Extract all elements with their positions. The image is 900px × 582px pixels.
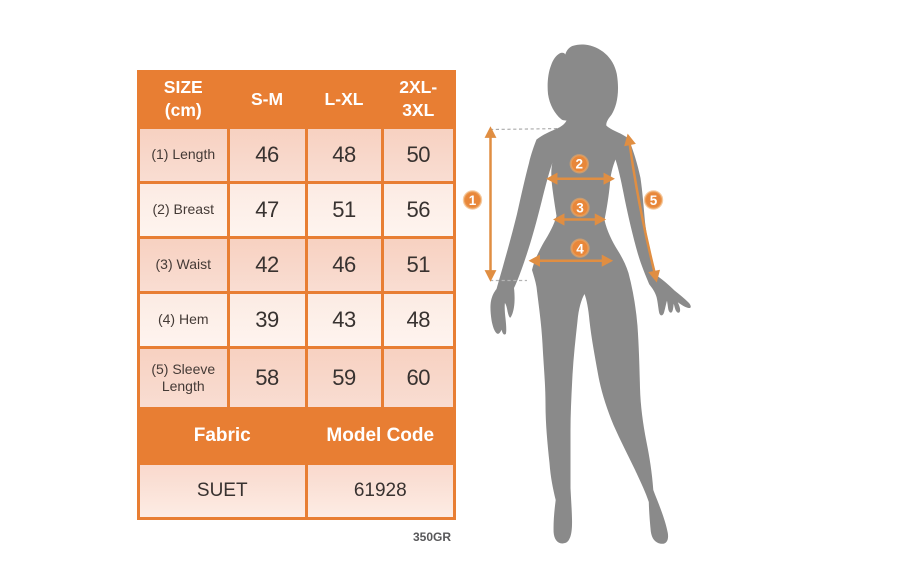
svg-text:4: 4 (576, 241, 584, 256)
svg-text:1: 1 (469, 193, 477, 208)
svg-text:2: 2 (576, 157, 584, 172)
svg-text:5: 5 (650, 193, 658, 208)
svg-text:3: 3 (576, 200, 584, 215)
